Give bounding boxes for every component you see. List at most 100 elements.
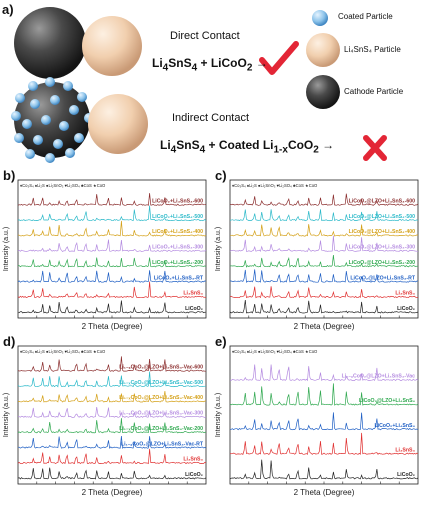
xrd-pattern-line [229, 209, 419, 222]
xrd-pattern-line [17, 270, 207, 283]
xrd-pattern-line [229, 193, 419, 206]
legend-li4sns4-sphere [306, 33, 340, 67]
panel-label: e) [215, 334, 227, 349]
xrd-pattern-line [17, 418, 207, 434]
y-axis-label: Intensity (a.u.) [3, 393, 10, 437]
cross-icon [363, 135, 387, 161]
xrd-pattern-line [229, 224, 419, 237]
legend-li4sns4-label: Li₄SnS₄ Particle [344, 45, 401, 54]
series-label: LiCoO₂@LZO+Li₄SnS₄-300 [349, 245, 415, 251]
xrd-pattern-line [17, 205, 207, 222]
series-label: LiCoO₂@LZO+Li₄SnS₄-200 [349, 260, 415, 266]
cathode-particle-sphere [14, 7, 86, 79]
legend-coated-sphere [312, 10, 328, 26]
panel-label: b) [3, 168, 15, 183]
series-label: LiCoO₂@LZO+Li₄SnS₄-500 [349, 214, 415, 220]
series-label: Li₁₋ₓCoO₂@LZO+Li₄SnS₄-Vac-RT [121, 441, 204, 447]
xrd-chart-e: e) ♦Co₃S₄ ♠Li₂S ●Li₂SnO₃ ♥Li₂SO₄ ♣CoS ★Co… [215, 334, 419, 497]
xrd-pattern-line [229, 412, 419, 431]
y-axis-label: Intensity (a.u.) [215, 227, 222, 271]
xrd-pattern-line [17, 281, 207, 299]
xrd-pattern-line [17, 239, 207, 252]
xrd-pattern-line [17, 371, 207, 388]
series-label: Li₄SnS₄ [395, 291, 415, 297]
xrd-pattern-line [229, 269, 419, 283]
panel-label-a: a) [2, 2, 14, 17]
series-label: LiCoO₂@LZO+Li₄SnS₄-400 [349, 229, 415, 235]
series-label: LiCoO₂+Li₄SnS₄-RT [154, 275, 204, 281]
marker-legend: ♦Co₃S₄ ♠Li₂S ●Li₂SnO₃ ♥Li₂SO₄ ♣CoS ★CoO [232, 349, 318, 354]
series-label: LiCoO₂+Li₄SnS₄-400 [152, 229, 203, 235]
x-axis-label: 2 Theta (Degree) [82, 322, 143, 331]
series-label: Li₄SnS₄ [183, 291, 203, 297]
x-axis-label: 2 Theta (Degree) [82, 488, 143, 497]
series-label: LiCoO₂+Li₄SnS₄ [374, 423, 415, 429]
direct-formula: Li4SnS4 + LiCoO2 → [152, 56, 268, 74]
xrd-pattern-line [17, 356, 206, 372]
y-axis-label: Intensity (a.u.) [3, 227, 10, 271]
schematic-graphic [11, 7, 387, 163]
xrd-pattern-line [229, 383, 419, 406]
xrd-pattern-line [17, 193, 207, 206]
marker-legend: ♦Co₃S₄ ♠Li₂S ●Li₂SnO₃ ♥Li₂SO₄ ♣CoS ★CoO [20, 349, 106, 354]
marker-legend: ♦Co₃S₄ ♠Li₂S ●Li₂SnO₃ ♥Li₂SO₄ ♣CoS ★CoO [20, 183, 106, 188]
series-label: LiCoO₂@LZO+Li₄SnS₄-600 [349, 198, 415, 204]
xrd-panel-b: b) ♦Co₃S₄ ♠Li₂S ●Li₂SnO₃ ♥Li₂SO₄ ♣CoS ★Co… [0, 168, 212, 334]
series-label: Li₁₋ₓCoO₂@LZO+Li₄SnS₄-Vac-200 [119, 426, 203, 432]
panel-label: d) [3, 334, 15, 349]
xrd-panel-c: c) ♦Co₃S₄ ♠Li₂S ●Li₂SnO₃ ♥Li₂SO₄ ♣CoS ★Co… [212, 168, 424, 334]
series-label: LiCoO₂ [185, 472, 204, 478]
legend-coated-label: Coated Particle [338, 12, 393, 21]
xrd-pattern-line [17, 390, 207, 403]
xrd-pattern-line [17, 407, 207, 419]
xrd-chart-c: c) ♦Co₃S₄ ♠Li₂S ●Li₂SnO₃ ♥Li₂SO₄ ♣CoS ★Co… [215, 168, 419, 331]
xrd-pattern-line [229, 432, 419, 455]
marker-legend: ♦Co₃S₄ ♠Li₂S ●Li₂SnO₃ ♥Li₂SO₄ ♣CoS ★CoO [232, 183, 318, 188]
series-label: Li₁₋ₓCoO₂@LZO+Li₄SnS₄-Vac-300 [119, 411, 203, 417]
series-label: Li₄SnS₄ [183, 457, 203, 463]
legend-cathode-label: Cathode Particle [344, 87, 404, 96]
xrd-pattern-line [17, 300, 206, 314]
x-axis-label: 2 Theta (Degree) [294, 322, 355, 331]
series-label: LiCoO₂+Li₄SnS₄-500 [152, 214, 203, 220]
li4sns4-particle-sphere [82, 16, 142, 76]
panel-label: c) [215, 168, 227, 183]
series-label: LiCoO₂ [397, 472, 416, 478]
series-label: LiCoO₂+Li₄SnS₄-200 [152, 260, 203, 266]
coating-particles [11, 77, 94, 163]
xrd-pattern-line [229, 255, 419, 268]
check-icon [259, 41, 299, 75]
xrd-pattern-line [229, 459, 419, 480]
xrd-pattern-line [17, 257, 207, 268]
xrd-chart-b: b) ♦Co₃S₄ ♠Li₂S ●Li₂SnO₃ ♥Li₂SO₄ ♣CoS ★Co… [3, 168, 207, 331]
xrd-pattern-line [17, 448, 207, 465]
direct-contact-label: Direct Contact [170, 30, 240, 42]
li4sns4-particle-sphere-2 [88, 94, 148, 154]
series-label: Li₁₋ₓCoO₂@LZO+Li₄SnS₄-Vac [342, 374, 416, 380]
y-axis-label: Intensity (a.u.) [215, 393, 222, 437]
xrd-pattern-line [229, 286, 419, 299]
indirect-formula: Li4SnS4 + Coated Li1-xCoO2 → [160, 138, 335, 156]
xrd-pattern-line [17, 220, 207, 237]
xrd-panel-e: e) ♦Co₃S₄ ♠Li₂S ●Li₂SnO₃ ♥Li₂SO₄ ♣CoS ★Co… [212, 334, 424, 500]
series-label: Li₄SnS₄ [395, 447, 415, 453]
series-label: LiCoO₂@LZO+Li₄SnS₄-RT [350, 275, 415, 281]
schematic-panel: a) [0, 0, 424, 166]
series-label: LiCoO₂+Li₄SnS₄-600 [152, 198, 203, 204]
x-axis-label: 2 Theta (Degree) [294, 488, 355, 497]
series-label: LiCoO₂ [185, 306, 204, 312]
xrd-pattern-line [17, 467, 207, 480]
xrd-panel-d: d) ♦Co₃S₄ ♠Li₂S ●Li₂SnO₃ ♥Li₂SO₄ ♣CoS ★Co… [0, 334, 212, 500]
series-label: LiCoO₂ [397, 306, 416, 312]
series-label: LiCoO₂@LZO+Li₄SnS₄ [359, 398, 415, 404]
series-label: Li₁₋ₓCoO₂@LZO+Li₄SnS₄-Vac-400 [119, 395, 203, 401]
plot-frame [229, 345, 419, 485]
legend-cathode-sphere [306, 75, 340, 109]
indirect-contact-label: Indirect Contact [172, 112, 250, 124]
xrd-pattern-line [229, 364, 419, 382]
series-label: Li₁₋ₓCoO₂@LZO+Li₄SnS₄-Vac-500 [119, 380, 203, 386]
xrd-pattern-line [229, 299, 419, 314]
xrd-chart-d: d) ♦Co₃S₄ ♠Li₂S ●Li₂SnO₃ ♥Li₂SO₄ ♣CoS ★Co… [3, 334, 207, 497]
series-label: Li₁₋ₓCoO₂@LZO+Li₄SnS₄-Vac-600 [119, 364, 203, 370]
xrd-pattern-line [18, 435, 207, 449]
